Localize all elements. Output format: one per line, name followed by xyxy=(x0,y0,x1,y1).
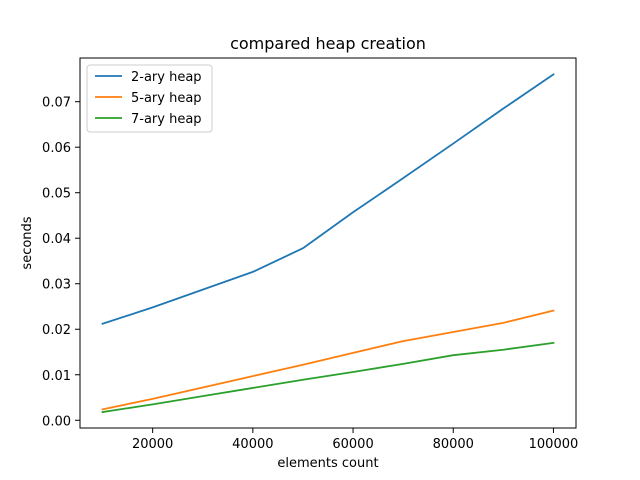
legend-label: 7-ary heap xyxy=(131,112,202,127)
legend-label: 2-ary heap xyxy=(131,70,202,85)
series-line-2 xyxy=(101,309,555,411)
y-tick-label: 0.05 xyxy=(42,187,71,202)
x-tick-label: 80000 xyxy=(433,437,474,452)
legend-box xyxy=(86,64,213,133)
y-tick-label: 0.02 xyxy=(42,323,71,338)
series-line-3 xyxy=(101,341,555,414)
chart-title: compared heap creation xyxy=(230,34,426,53)
y-tick-label: 0.04 xyxy=(42,232,71,247)
y-tick-label: 0.07 xyxy=(42,96,71,111)
x-tick-label: 20000 xyxy=(132,437,173,452)
y-tick-label: 0.00 xyxy=(42,414,71,429)
y-tick-label: 0.03 xyxy=(42,278,71,293)
legend-items: 2-ary heap 5-ary heap 7-ary heap xyxy=(95,70,202,127)
legend-label: 5-ary heap xyxy=(131,91,202,106)
plot-frame xyxy=(79,57,577,429)
y-tick-label: 0.06 xyxy=(42,141,71,156)
axis-ticks: 20000 40000 60000 80000 100000 0.00 0.01 0.02 0.… xyxy=(42,96,578,452)
y-axis-label: seconds xyxy=(20,216,35,269)
legend: 2-ary heap 5-ary heap 7-ary heap xyxy=(86,64,213,133)
x-tick-label: 60000 xyxy=(332,437,373,452)
x-axis-label: elements count xyxy=(277,456,378,471)
x-tick-label: 40000 xyxy=(232,437,273,452)
series-line-1 xyxy=(101,73,555,325)
x-tick-label: 100000 xyxy=(529,437,579,452)
y-tick-label: 0.01 xyxy=(42,369,71,384)
series-lines xyxy=(101,73,555,414)
